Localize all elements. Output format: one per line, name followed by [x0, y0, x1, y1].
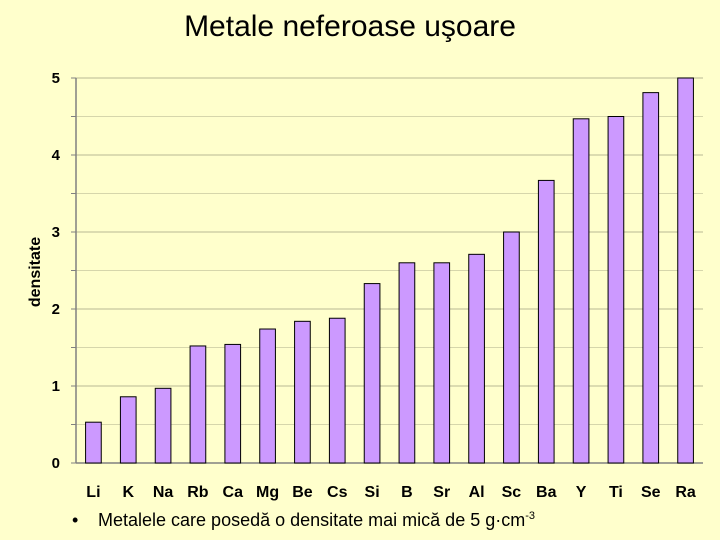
- caption-text: Metalele care posedă o densitate mai mic…: [98, 510, 526, 530]
- bar-si: [363, 283, 381, 464]
- bar-y: [572, 118, 590, 464]
- y-tick-label: 0: [52, 455, 60, 472]
- bar-be: [294, 320, 311, 464]
- y-axis-label: densitate: [27, 237, 44, 307]
- bar-ti: [607, 116, 625, 464]
- y-tick-label: 4: [52, 147, 61, 164]
- bar-mg: [259, 328, 276, 464]
- x-tick-label: Mg: [256, 484, 279, 501]
- bar-ra: [677, 77, 694, 464]
- bar-al: [468, 253, 485, 464]
- y-tick-label: 3: [52, 224, 60, 241]
- bar-na: [154, 387, 172, 464]
- x-tick-label: Sr: [433, 484, 450, 501]
- bar-se: [642, 92, 660, 464]
- x-tick-label: B: [401, 484, 413, 501]
- x-tick-label: Se: [641, 484, 661, 501]
- x-tick-label: Na: [153, 484, 174, 501]
- bar-sr: [433, 262, 451, 464]
- x-tick-label: Cs: [327, 484, 348, 501]
- bar-b: [398, 262, 416, 464]
- x-tick-label: Y: [576, 484, 587, 501]
- y-ticks: 0 1 2 3 4 5: [52, 70, 76, 472]
- bar-k: [119, 396, 137, 464]
- x-tick-label: K: [122, 484, 134, 501]
- gridlines: [76, 77, 703, 425]
- x-tick-label: Ra: [675, 484, 696, 501]
- bar-cs: [328, 317, 346, 464]
- x-tick-label: Rb: [187, 484, 209, 501]
- bar-ba: [537, 179, 555, 464]
- x-tick-label: Li: [86, 484, 100, 501]
- bars: [85, 77, 694, 464]
- y-tick-label: 5: [52, 70, 60, 87]
- y-tick-label: 2: [52, 301, 60, 318]
- caption-superscript: -3: [525, 510, 535, 522]
- x-tick-label: Ti: [609, 484, 623, 501]
- chart-title: Metale neferoase uşoare: [184, 10, 516, 43]
- caption: • Metalele care posedă o densitate mai mi…: [72, 510, 535, 531]
- x-tick-label: Be: [292, 484, 313, 501]
- bar-ca: [224, 343, 242, 464]
- x-tick-label: Si: [365, 484, 380, 501]
- y-tick-label: 1: [52, 378, 60, 395]
- bar-rb: [189, 345, 207, 464]
- caption-bullet: •: [72, 510, 79, 530]
- bar-sc: [503, 231, 520, 464]
- x-tick-label: Sc: [502, 484, 522, 501]
- x-tick-label: Ba: [536, 484, 557, 501]
- x-tick-labels: Li K Na Rb Ca Mg Be Cs Si B Sr Al Sc Ba Y Ti Se Ra: [86, 484, 696, 501]
- bar-li: [85, 421, 102, 464]
- x-tick-label: Al: [469, 484, 485, 501]
- x-tick-label: Ca: [223, 484, 244, 501]
